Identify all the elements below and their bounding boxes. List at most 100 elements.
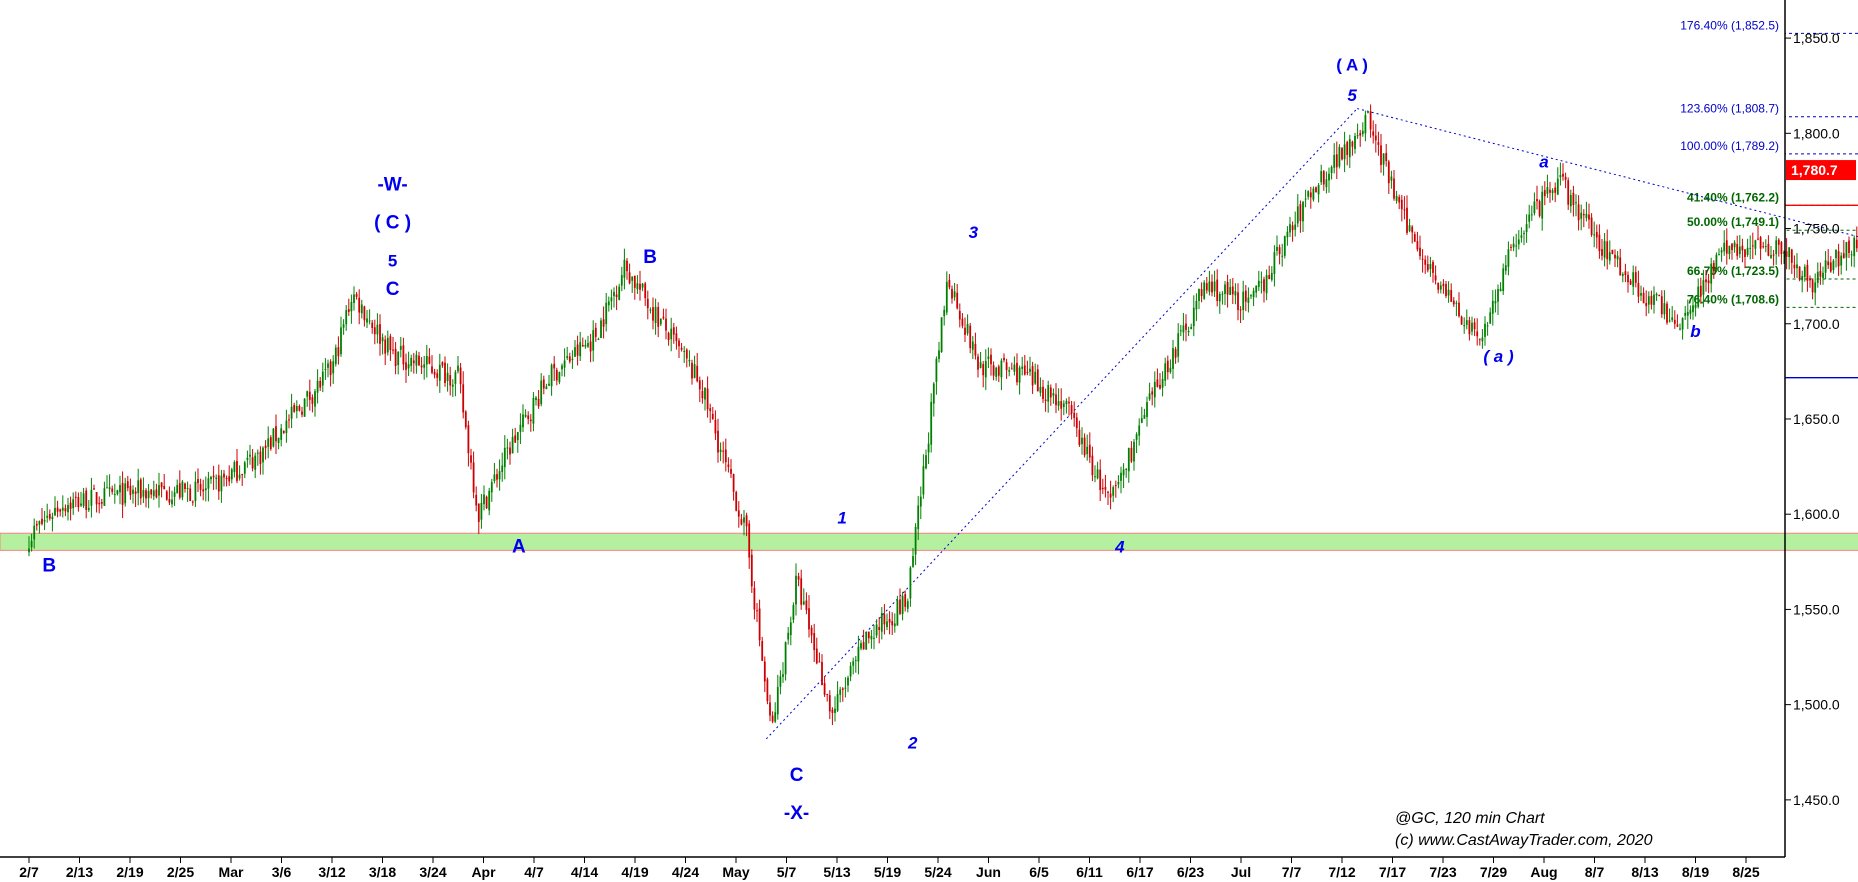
candle-body — [831, 709, 834, 713]
candle-body — [1793, 264, 1796, 269]
candle-body — [470, 455, 472, 463]
candle-body — [1741, 245, 1744, 251]
candle-body — [191, 501, 194, 503]
candle-body — [1775, 240, 1778, 255]
candle-body — [1148, 393, 1151, 400]
candle-body — [1086, 446, 1089, 455]
candle-body — [1159, 384, 1161, 389]
candle-body — [875, 624, 878, 636]
candle-body — [228, 476, 231, 482]
candle-body — [576, 344, 579, 356]
candle-body — [1577, 204, 1580, 221]
candle-body — [644, 283, 647, 299]
y-tick-label: 1,800.0 — [1793, 125, 1840, 141]
x-tick-label: 2/19 — [116, 864, 143, 880]
candle-body — [886, 621, 888, 628]
candle-body — [176, 485, 179, 493]
candle-body — [724, 449, 727, 463]
candle-body — [1296, 206, 1299, 224]
candle-body — [64, 508, 67, 512]
candle-body — [1000, 360, 1003, 378]
wave-label: ( a ) — [1483, 347, 1514, 366]
candle-body — [516, 432, 519, 441]
candle-body — [1621, 274, 1624, 276]
candle-body — [1411, 226, 1414, 233]
candle-body — [1304, 198, 1307, 200]
candle-body — [1122, 469, 1125, 476]
candle-body — [956, 292, 959, 309]
candle-body — [204, 488, 207, 491]
candle-body — [82, 493, 85, 506]
candle-body — [737, 510, 740, 517]
candle-body — [1822, 272, 1824, 278]
candle-body — [1354, 135, 1356, 149]
candle-body — [1689, 309, 1692, 314]
candle-body — [1385, 152, 1388, 162]
candle-body — [415, 354, 418, 366]
candle-body — [1660, 296, 1663, 315]
candle-body — [1707, 280, 1710, 284]
candle-body — [862, 642, 865, 650]
candle-body — [441, 362, 444, 366]
x-tick-label: Mar — [219, 864, 244, 880]
candle-body — [134, 491, 137, 494]
candle-body — [1676, 324, 1679, 327]
candle-body — [1005, 362, 1008, 371]
candle-body — [371, 322, 374, 328]
candle-body — [1268, 275, 1271, 280]
candle-body — [1364, 114, 1367, 134]
candle-body — [376, 324, 379, 335]
candle-body — [1632, 272, 1635, 287]
candle-body — [1031, 366, 1034, 386]
candle-body — [883, 614, 886, 625]
candle-body — [1468, 320, 1471, 335]
candle-body — [1109, 493, 1112, 498]
x-tick-label: 2/25 — [167, 864, 194, 880]
candle-body — [1840, 255, 1843, 266]
candle-body — [906, 601, 909, 609]
candle-body — [1016, 362, 1018, 383]
wave-label: b — [1690, 322, 1700, 341]
candle-body — [1655, 293, 1658, 296]
last-price-box — [1786, 160, 1856, 181]
fib-level-label: 76.40% (1,708.6) — [1687, 292, 1779, 306]
candle-body — [1398, 196, 1401, 203]
candle-body — [1603, 240, 1606, 258]
candle-body — [860, 643, 862, 649]
candle-body — [1426, 264, 1429, 271]
candle-body — [444, 362, 446, 384]
candle-body — [818, 661, 821, 663]
candle-body — [1226, 281, 1229, 295]
candle-body — [1606, 241, 1609, 260]
candle-body — [428, 356, 431, 364]
candle-body — [139, 479, 142, 499]
candle-body — [30, 540, 33, 548]
candle-body — [719, 449, 722, 452]
x-tick-label: 6/5 — [1029, 864, 1049, 880]
candle-body — [766, 679, 769, 702]
candle-body — [893, 623, 896, 627]
x-tick-label: 8/13 — [1631, 864, 1658, 880]
candle-body — [1424, 259, 1427, 265]
candle-body — [1322, 171, 1325, 185]
candle-body — [223, 473, 225, 478]
candle-body — [1780, 242, 1783, 255]
candle-body — [405, 362, 407, 370]
candle-body — [506, 447, 509, 449]
candle-body — [584, 344, 587, 347]
candle-body — [828, 695, 831, 712]
fib-level-label: 41.40% (1,762.2) — [1687, 190, 1779, 204]
candle-body — [1242, 291, 1245, 310]
y-tick-label: 1,700.0 — [1793, 316, 1840, 332]
annotation-lines: stop for bulls 1,671.70 — [765, 108, 1858, 740]
candle-body — [1785, 251, 1788, 257]
candle-body — [457, 365, 459, 372]
wave-label: A — [512, 536, 526, 557]
candle-body — [1182, 325, 1185, 333]
candle-body — [399, 346, 402, 350]
candle-body — [480, 502, 483, 520]
fib-level-label: 66.70% (1,723.5) — [1687, 264, 1779, 278]
candle-body — [95, 492, 98, 505]
candle-body — [1725, 240, 1728, 254]
candle-body — [1060, 401, 1063, 409]
